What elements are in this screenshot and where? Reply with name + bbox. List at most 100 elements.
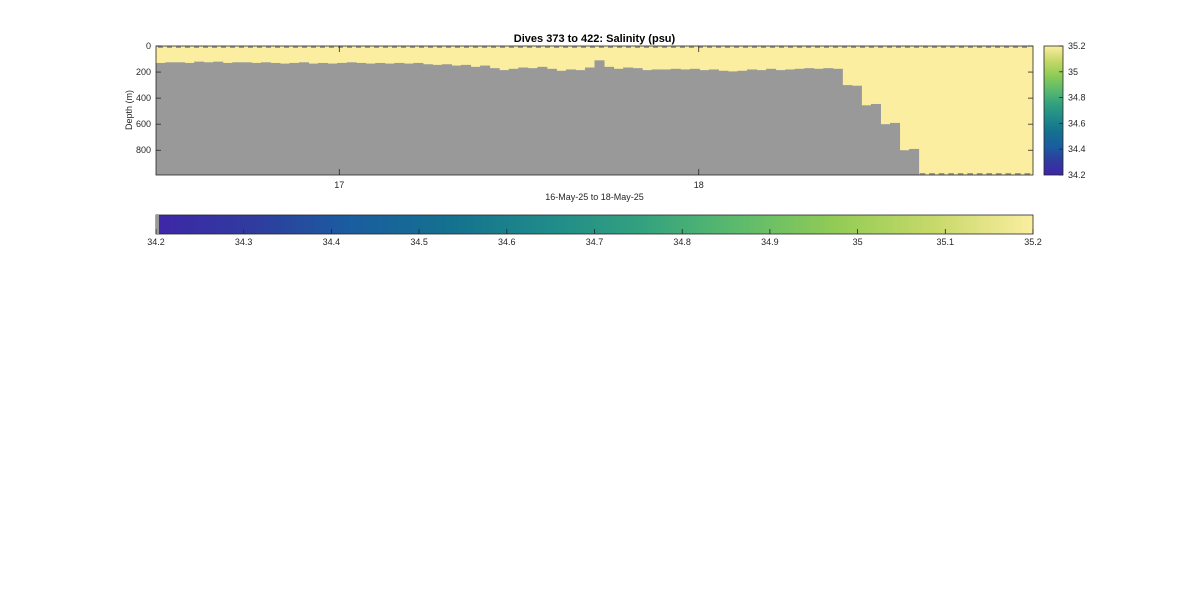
dive-nodata-bar <box>184 62 195 175</box>
surface-dash <box>833 46 838 48</box>
dive-nodata-bar <box>823 68 834 175</box>
surface-dash-line <box>158 46 1027 48</box>
dive-nodata-bar <box>766 68 777 175</box>
dive-nodata-bar <box>327 63 338 176</box>
surface-dash <box>194 46 199 48</box>
dive-nodata-bar <box>575 70 586 175</box>
colorbar-tick-label: 34.2 <box>1068 170 1086 180</box>
surface-dash <box>392 46 397 48</box>
dive-nodata-bar <box>432 64 443 175</box>
dive-nodata-bar <box>232 62 243 175</box>
surface-dash <box>779 46 784 48</box>
surface-dash <box>950 46 955 48</box>
colorbar-tick-label: 34.7 <box>586 237 604 247</box>
vertical-colorbar-gradient <box>1043 45 1064 176</box>
surface-dash <box>671 46 676 48</box>
dive-nodata-bar <box>318 62 329 175</box>
dive-nodata-bar <box>565 69 576 175</box>
surface-dash <box>410 46 415 48</box>
surface-dash <box>986 46 991 48</box>
surface-dash <box>1022 46 1027 48</box>
surface-dash <box>914 46 919 48</box>
x-axis-label: 16-May-25 to 18-May-25 <box>545 192 644 202</box>
dive-nodata-bar <box>518 67 529 175</box>
dive-nodata-bar <box>298 62 310 175</box>
surface-dash <box>518 46 523 48</box>
surface-dash <box>581 46 586 48</box>
surface-dash <box>968 46 973 48</box>
colorbar-tick-label: 35.1 <box>937 237 955 247</box>
plot-frame <box>155 45 1034 176</box>
vertical-colorbar-ticks: 35.2 35 34.8 34.6 34.4 34.2 <box>1059 41 1086 180</box>
surface-dash <box>455 46 460 48</box>
dive-nodata-bar <box>623 67 634 175</box>
horizontal-colorbar: 34.2 34.3 34.4 34.5 34.6 34.7 34.8 34.9 35 35.1 35… <box>147 214 1042 247</box>
surface-dash <box>824 46 829 48</box>
bottom-dash <box>976 173 983 175</box>
dive-nodata-bar <box>403 63 414 176</box>
dive-nodata-bar <box>651 69 662 175</box>
surface-dash <box>302 46 307 48</box>
bottom-dash-line <box>919 173 1031 175</box>
dive-nodata-bar <box>661 69 672 175</box>
surface-dash <box>527 46 532 48</box>
dive-nodata-bar <box>727 71 738 175</box>
chart-title: Dives 373 to 422: Salinity (psu) <box>514 33 676 45</box>
dive-nodata-bar <box>794 68 805 175</box>
surface-dash <box>428 46 433 48</box>
surface-dash <box>995 46 1000 48</box>
dive-nodata-bar <box>804 68 815 175</box>
dive-nodata-bar <box>346 62 357 175</box>
surface-dash <box>383 46 388 48</box>
dive-nodata-bar <box>594 60 605 175</box>
dive-nodata-bar <box>356 62 367 175</box>
surface-dash <box>599 46 604 48</box>
colorbar-tick-label: 34.6 <box>498 237 516 247</box>
surface-dash <box>509 46 514 48</box>
dive-nodata-bar <box>632 68 643 175</box>
dive-nodata-bar <box>813 68 824 175</box>
dive-nodata-bar <box>842 85 853 175</box>
surface-dash <box>743 46 748 48</box>
dive-nodata-bar <box>251 62 262 175</box>
dive-nodata-bar <box>537 66 548 175</box>
surface-dash <box>923 46 928 48</box>
dive-nodata-bar <box>756 70 767 175</box>
dive-nodata-bar <box>422 64 433 175</box>
dive-nodata-bar <box>604 66 615 175</box>
surface-dash <box>680 46 685 48</box>
dive-nodata-bar <box>489 68 500 175</box>
surface-dash <box>653 46 658 48</box>
surface-dash <box>536 46 541 48</box>
dive-nodata-bar <box>203 62 214 175</box>
surface-dash <box>806 46 811 48</box>
surface-dash <box>725 46 730 48</box>
dive-nodata-bar <box>222 62 233 175</box>
surface-dash <box>545 46 550 48</box>
surface-dash <box>248 46 253 48</box>
dive-nodata-bar <box>899 150 910 175</box>
x-tick-label: 18 <box>694 180 704 190</box>
surface-dash <box>590 46 595 48</box>
bottom-dash <box>929 173 935 175</box>
surface-dash <box>1004 46 1009 48</box>
surface-dash <box>446 46 451 48</box>
surface-dash <box>491 46 496 48</box>
bottom-dash <box>1005 173 1012 175</box>
surface-dash <box>626 46 631 48</box>
surface-dash <box>212 46 217 48</box>
y-tick-label: 0 <box>146 41 151 51</box>
dive-nodata-bar <box>718 70 729 175</box>
dive-nodata-bar <box>175 62 186 175</box>
dive-nodata-bar <box>861 105 872 175</box>
surface-dash <box>374 46 379 48</box>
surface-dash <box>770 46 775 48</box>
horizontal-colorbar-nodata-swatch <box>156 215 159 234</box>
surface-dash <box>293 46 298 48</box>
bottom-dash <box>967 173 973 175</box>
surface-dash <box>941 46 946 48</box>
plot-area <box>155 45 1034 176</box>
bottom-dash <box>986 173 993 175</box>
surface-dash <box>815 46 820 48</box>
